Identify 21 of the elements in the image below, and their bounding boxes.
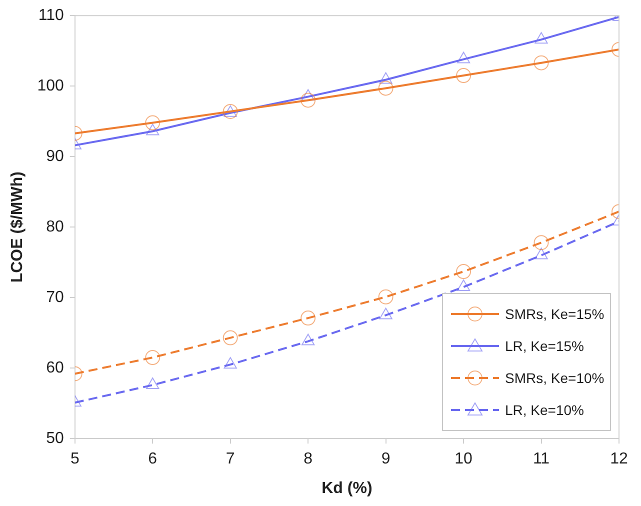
y-tick-label: 50 xyxy=(46,430,64,448)
x-axis-title: Kd (%) xyxy=(322,480,372,497)
y-tick-label: 80 xyxy=(46,218,64,236)
legend-label: SMRs, Ke=15% xyxy=(505,306,604,322)
x-tick-label: 8 xyxy=(304,450,313,468)
x-tick-label: 6 xyxy=(148,450,158,468)
y-tick-label: 110 xyxy=(38,7,64,24)
y-tick-label: 90 xyxy=(46,148,64,166)
y-tick-label: 100 xyxy=(37,78,64,95)
legend-label: LR, Ke=15% xyxy=(505,338,584,354)
legend-label: LR, Ke=10% xyxy=(505,402,584,418)
x-tick-label: 9 xyxy=(381,450,390,468)
y-tick-label: 60 xyxy=(46,360,64,377)
x-tick-label: 11 xyxy=(532,450,550,468)
x-tick-label: 5 xyxy=(70,450,80,468)
x-tick-label: 12 xyxy=(610,450,628,468)
y-tick-label: 70 xyxy=(46,289,64,306)
x-tick-label: 7 xyxy=(226,450,235,468)
y-axis-title: LCOE ($/MWh) xyxy=(9,172,26,283)
x-tick-label: 10 xyxy=(454,450,473,468)
legend-label: SMRs, Ke=10% xyxy=(505,370,604,386)
